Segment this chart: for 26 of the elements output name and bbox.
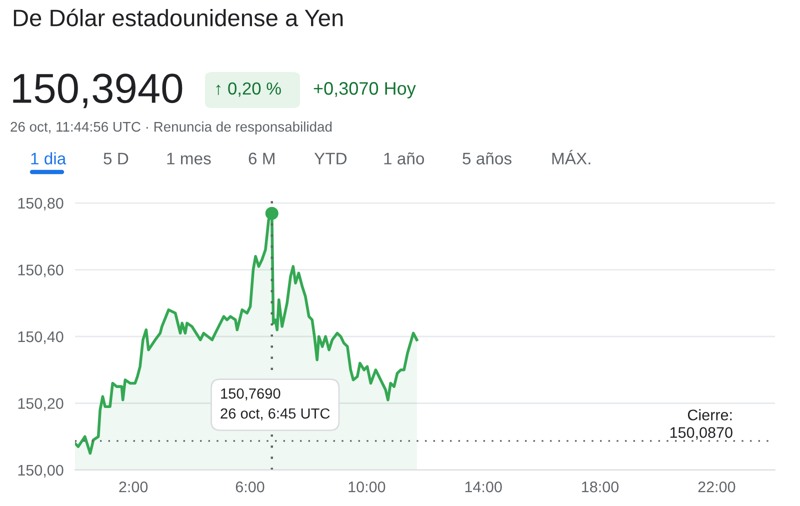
chart-title: De Dólar estadounidense a Yen [14,8,343,26]
x-tick-label: 18:00 [582,482,619,492]
text: 5 D [104,152,128,164]
text: 1 año [384,152,424,164]
text: 5 años [462,152,512,164]
text: 1 dia [31,152,66,164]
y-tick-label: 150,60 [18,264,64,278]
text: 6 M [248,152,274,164]
x-tick-label: 14:00 [465,482,502,492]
text: ↑ 0,20 % [216,82,281,97]
y-tick-label: 150,80 [18,198,64,211]
x-tick-label: 2:00 [119,482,148,492]
annotation: 150,7690 26 oct, 6:45 UTC [220,388,330,420]
y-tick-label: 150,00 [18,464,64,478]
ref-line-label: Cierre: 150,0870 [670,409,732,440]
y-tick-label: 150,20 [18,398,64,411]
text: 1 mes [167,152,211,164]
text: YTD [314,152,347,164]
text: MÁX. [552,150,590,164]
x-tick-label: 22:00 [698,482,736,492]
text: +0,3070 Hoy [314,82,416,98]
x-tick-label: 6:00 [236,482,264,492]
text: 26 oct, 11:44:56 UTC · Renuncia de responsabilidad [10,122,332,134]
text: 150,3940 [13,74,182,108]
x-tick-label: 10:00 [348,482,386,492]
y-tick-label: 150,40 [18,331,64,344]
